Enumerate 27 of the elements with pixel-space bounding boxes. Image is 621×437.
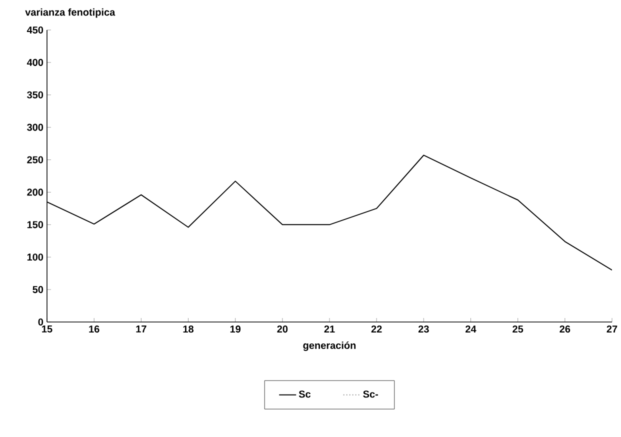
x-tick-label: 17 <box>136 326 146 332</box>
x-tick-label: 25 <box>512 326 524 333</box>
y-tick-label: 0 <box>38 318 44 326</box>
x-tick-label: 26 <box>560 326 570 333</box>
x-tick-label: 24 <box>466 326 476 333</box>
y-tick-label: 450 <box>26 26 44 34</box>
y-tick-label: 250 <box>27 156 44 164</box>
y-tick-label: 300 <box>27 124 44 131</box>
x-tick-label: 21 <box>324 326 335 333</box>
legend-label: Sc- <box>363 390 378 398</box>
y-axis-title: varianza fenotipica <box>25 8 116 18</box>
y-tick-label: 400 <box>26 58 44 66</box>
x-axis-title: generación <box>303 342 356 351</box>
x-tick-label: 23 <box>418 326 429 333</box>
x-tick-label: 16 <box>89 326 100 333</box>
x-tick-label: 19 <box>230 326 241 333</box>
x-tick-label: 15 <box>42 326 52 333</box>
x-tick-label: 27 <box>606 326 618 333</box>
y-tick-label: 150 <box>27 221 44 228</box>
y-tick-label: 350 <box>27 91 44 98</box>
x-tick-label: 22 <box>371 326 382 333</box>
x-tick-label: 20 <box>277 326 288 333</box>
legend-label: Sc <box>298 390 311 398</box>
y-tick-label: 100 <box>27 254 44 261</box>
x-tick-label: 18 <box>183 326 194 333</box>
y-tick-label: 50 <box>32 286 44 294</box>
y-tick-label: 200 <box>27 188 44 196</box>
